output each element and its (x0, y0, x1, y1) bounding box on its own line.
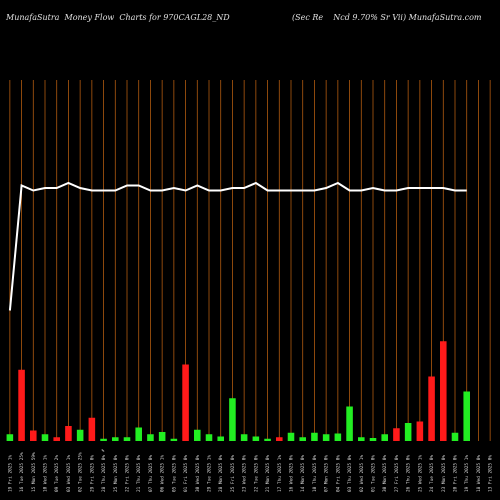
x-tick-label: 15 Mon 2025 59% (31, 452, 37, 492)
money-flow-bar (170, 438, 178, 441)
money-flow-bar (88, 417, 96, 441)
x-tick-label: 13 Fri 2025 0% (488, 455, 494, 492)
x-tick-label: 27 Fri 2025 0% (394, 455, 400, 492)
money-flow-bar (123, 437, 131, 441)
x-tick-label: 07 Thu 2025 0% (148, 455, 154, 492)
money-flow-bar (65, 426, 72, 441)
x-tick-label: 25 Wed 2025 1% (417, 455, 423, 492)
money-flow-bar (346, 406, 353, 441)
x-tick-label: 30 Mon 2025 0% (382, 455, 388, 492)
x-tick-label: 06 Wed 2025 1% (160, 455, 166, 492)
money-flow-bar (463, 391, 470, 441)
money-flow-bar (217, 436, 224, 441)
x-tick-label: 02 Wed 2025 1% (359, 455, 365, 492)
money-flow-bar (240, 434, 248, 441)
money-flow-bar (287, 432, 295, 441)
money-flow-bar (416, 421, 424, 441)
money-flow-bar (30, 430, 37, 441)
x-tick-label: 16 Wed 2025 0% (289, 455, 295, 492)
money-flow-bar (18, 369, 25, 441)
x-tick-label: 25 Fri 2025 0% (230, 455, 236, 492)
money-flow-bar (404, 423, 412, 441)
money-flow-bar (182, 364, 189, 441)
money-flow-bar (276, 437, 283, 441)
money-flow-bar (440, 341, 447, 441)
x-tick-label: 30 Wed 2025 0% (195, 455, 201, 492)
x-tick-label: 10 Wed 2025 1% (43, 455, 49, 492)
x-tick-label: 22 Fri 2025 0% (125, 455, 131, 492)
x-tick-label: 29 Fri 2025 0% (89, 455, 95, 492)
money-flow-bar (158, 432, 166, 441)
x-tick-label: 28 Thu 2025 0% (101, 455, 107, 492)
chart-title-left: MunafaSutra Money Flow Charts for 970CAG… (6, 13, 230, 22)
x-tick-label: 19 Thu 2025 1% (464, 455, 470, 492)
money-flow-bar (369, 438, 377, 441)
x-tick-label: 21 Thu 2025 0% (136, 455, 142, 492)
x-tick-label: 16 Tue 2025 25% (19, 452, 25, 492)
money-flow-bar (147, 434, 154, 441)
chart-title-right: (Sec Re Ncd 9.70% Sr Vii) MunafaSutra.co… (292, 13, 482, 22)
money-flow-bar (264, 438, 271, 441)
money-flow-bar (135, 427, 142, 441)
x-tick-label: 24 Tue 2025 0% (429, 455, 435, 492)
money-flow-bar (100, 438, 107, 441)
x-tick-label: 03 Wed 2025 1% (66, 455, 72, 492)
money-flow-bar (194, 429, 201, 441)
money-flow-bar (299, 437, 306, 441)
x-tick-label: 28 Mon 2025 0% (218, 455, 224, 492)
x-tick-label: 23 Wed 2025 0% (242, 455, 248, 492)
money-flow-bar (41, 434, 49, 441)
x-tick-label: 02 Tue 2025 25% (78, 452, 84, 492)
money-flow-bar (205, 434, 213, 441)
x-tick-label: 01 Tue 2025 0% (371, 455, 377, 492)
x-tick-label: 01 Fri 2025 0% (183, 455, 189, 492)
money-flow-bar (393, 428, 400, 441)
money-flow-bar (381, 434, 388, 441)
x-tick-label: 07 Mon 2025 0% (324, 455, 330, 492)
money-flow-bar (6, 434, 14, 441)
x-tick-label: 18 Wed 2025 0% (476, 455, 482, 492)
money-flow-bar (334, 433, 342, 441)
x-tick-label: 22 Tue 2025 0% (253, 455, 259, 492)
x-tick-label: 23 Mon 2025 0% (441, 455, 447, 492)
money-flow-bar (229, 398, 236, 441)
money-flow-bar (311, 432, 318, 441)
x-tick-label: 26 Thu 2025 0% (406, 455, 412, 492)
money-flow-bar (451, 432, 459, 441)
money-flow-bar (428, 376, 435, 441)
x-tick-label: 09 Tue 2025 2% (54, 455, 60, 492)
money-flow-bar (358, 437, 365, 441)
x-tick-label: 19 Fri 2025 1% (7, 455, 13, 492)
money-flow-bar (252, 436, 260, 441)
x-tick-label: 25 Mon 2025 0% (113, 455, 119, 492)
x-tick-label: 05 Tue 2025 0% (171, 455, 177, 492)
x-tick-label: 20 Fri 2025 0% (453, 455, 459, 492)
x-tick-note: % (102, 448, 105, 454)
money-flow-bar (53, 437, 60, 441)
money-flow-bar (112, 437, 119, 441)
money-flow-line (8, 181, 467, 311)
x-tick-label: 17 Thu 2025 1% (277, 455, 283, 492)
x-tick-label: 04 Fri 2025 0% (335, 455, 341, 492)
x-tick-label: 03 Thu 2025 0% (347, 455, 353, 492)
x-tick-label: 21 Mon 2025 0% (265, 455, 271, 492)
money-flow-bar (76, 429, 84, 441)
x-tick-label: 10 Thu 2025 0% (312, 455, 318, 492)
x-tick-label: 14 Mon 2025 0% (300, 455, 306, 492)
money-flow-bar (322, 434, 330, 441)
x-tick-label: 29 Tue 2025 1% (207, 455, 213, 492)
